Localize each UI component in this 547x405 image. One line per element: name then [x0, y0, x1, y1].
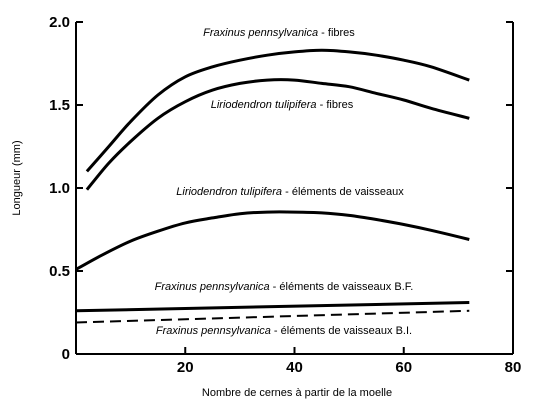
series-line-4	[75, 301, 470, 313]
series-group	[75, 48, 470, 324]
series-label-5: Fraxinus pennsylvanica - éléments de vai…	[156, 325, 412, 337]
series-line-3	[75, 210, 470, 271]
x-axis-label: Nombre de cernes à partir de la moelle	[202, 387, 392, 399]
x-tick-label: 40	[286, 359, 303, 376]
series-label-species: Fraxinus pennsylvanica	[155, 281, 270, 293]
series-label-1: Fraxinus pennsylvanica - fibres	[203, 27, 355, 39]
y-tick-label: 2.0	[49, 14, 70, 31]
y-tick-label: 0.5	[49, 263, 70, 280]
x-tick-label: 80	[505, 359, 522, 376]
series-line-1	[85, 48, 470, 173]
series-label-suffix: - éléments de vaisseaux	[282, 186, 404, 198]
y-tick-label: 1.5	[49, 97, 70, 114]
series-label-3: Liriodendron tulipifera - éléments de va…	[176, 186, 404, 198]
series-label-species: Fraxinus pennsylvanica	[156, 325, 271, 337]
series-label-suffix: - éléments de vaisseaux B.I.	[271, 325, 412, 337]
ticks: 0 0.5 1.0 1.5 2.0 20 40 60 80	[49, 14, 521, 376]
series-label-species: Liriodendron tulipifera	[176, 186, 282, 198]
y-tick-label: 1.0	[49, 180, 70, 197]
series-label-2: Liriodendron tulipifera - fibres	[211, 99, 354, 111]
series-label-suffix: - éléments de vaisseaux B.F.	[270, 281, 414, 293]
series-labels: Fraxinus pennsylvanica - fibresLiriodend…	[155, 27, 414, 337]
series-line-2	[85, 78, 470, 191]
series-label-suffix: - fibres	[317, 99, 354, 111]
series-label-suffix: - fibres	[318, 27, 355, 39]
series-label-4: Fraxinus pennsylvanica - éléments de vai…	[155, 281, 414, 293]
y-tick-label: 0	[62, 346, 70, 363]
series-label-species: Liriodendron tulipifera	[211, 99, 317, 111]
y-axis-label: Longueur (mm)	[11, 140, 23, 215]
x-tick-label: 20	[177, 359, 194, 376]
series-label-species: Fraxinus pennsylvanica	[203, 27, 318, 39]
series-line-5	[75, 309, 470, 324]
x-tick-label: 60	[395, 359, 412, 376]
